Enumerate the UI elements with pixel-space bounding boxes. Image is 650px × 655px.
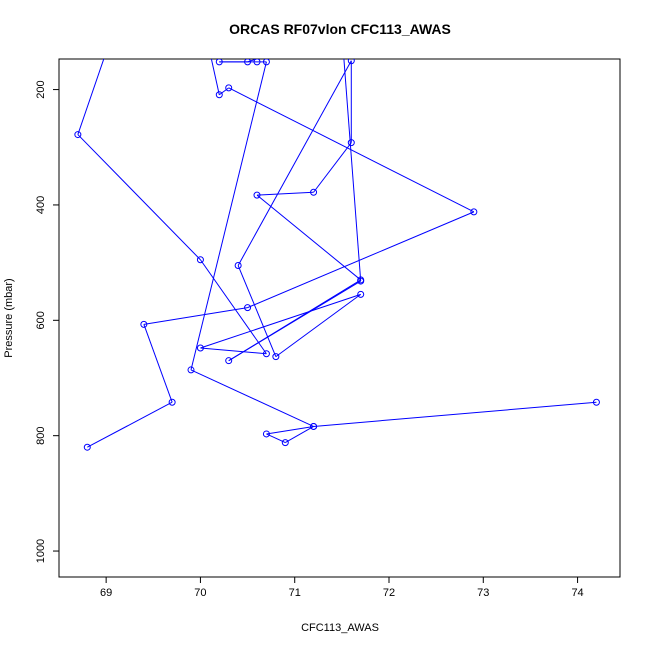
- x-tick-label: 71: [289, 587, 301, 599]
- data-point: [347, 139, 355, 147]
- data-point: [310, 188, 318, 196]
- chart-title: ORCAS RF07vlon CFC113_AWAS: [229, 21, 451, 37]
- plot-area: 69 70 71 72 73 74 200 400 600 800 1000: [35, 47, 621, 599]
- series-segment: [285, 426, 314, 444]
- data-point: [196, 256, 204, 264]
- y-tick-label: 600: [35, 311, 47, 329]
- data-point: [74, 131, 82, 139]
- x-tick-label: 74: [571, 587, 583, 599]
- y-tick-label: 1000: [35, 539, 47, 563]
- x-tick-label: 69: [100, 587, 112, 599]
- data-point: [244, 59, 252, 66]
- series-segment: [143, 324, 173, 403]
- data-point: [168, 398, 176, 406]
- data-point: [226, 47, 232, 53]
- series-segment: [237, 60, 352, 266]
- x-axis-label: CFC113_AWAS: [301, 622, 379, 634]
- data-point: [347, 59, 355, 65]
- series-segment: [210, 50, 229, 52]
- data-point: [357, 277, 365, 285]
- series-segment: [275, 293, 362, 358]
- series-segment: [77, 134, 201, 261]
- data-point: [281, 439, 289, 447]
- data-point: [215, 91, 223, 99]
- series-segment: [228, 87, 475, 213]
- series-segment: [77, 59, 105, 135]
- series-segment: [313, 142, 352, 193]
- series-segment: [256, 194, 362, 281]
- series-segment: [200, 347, 267, 355]
- series-segment: [228, 280, 361, 362]
- data-point: [83, 443, 91, 451]
- series-segment: [190, 369, 314, 427]
- series-segment: [210, 59, 220, 95]
- data-point: [272, 353, 280, 361]
- data-point: [207, 49, 213, 55]
- series-segment: [200, 293, 361, 349]
- data-point: [310, 422, 318, 430]
- plot-frame: [58, 58, 621, 578]
- y-tick-label: 800: [35, 426, 47, 444]
- series-segment: [266, 425, 314, 435]
- data-point: [253, 59, 261, 66]
- y-tick-label: 200: [35, 80, 47, 98]
- series-segment: [87, 401, 173, 448]
- data-point: [253, 191, 261, 199]
- data-point: [262, 430, 270, 438]
- y-axis-label: Pressure (mbar): [3, 278, 15, 357]
- series-group: [74, 47, 600, 451]
- data-point: [225, 357, 233, 365]
- series-segment: [106, 50, 229, 52]
- data-point: [262, 59, 270, 66]
- data-point: [103, 49, 109, 55]
- y-tick-label: 400: [35, 196, 47, 214]
- series-segment: [237, 265, 277, 357]
- series-segment: [313, 401, 597, 427]
- data-point: [470, 208, 478, 216]
- series-segment: [343, 59, 362, 282]
- data-point: [225, 84, 233, 92]
- data-point: [187, 366, 195, 374]
- data-point: [234, 262, 242, 270]
- x-tick-label: 73: [477, 587, 489, 599]
- series-segment: [200, 259, 267, 355]
- series-segment: [218, 87, 230, 96]
- data-point: [262, 350, 270, 358]
- series-segment: [256, 191, 314, 196]
- series-segment: [247, 211, 475, 309]
- data-point: [244, 304, 252, 312]
- x-tick-label: 72: [383, 587, 395, 599]
- data-point: [215, 59, 223, 66]
- series-segment: [143, 307, 248, 325]
- data-point: [140, 320, 148, 328]
- data-point: [357, 290, 365, 298]
- series-segment: [190, 61, 267, 371]
- data-point: [196, 344, 204, 352]
- x-tick-label: 70: [194, 587, 206, 599]
- data-point: [592, 398, 600, 406]
